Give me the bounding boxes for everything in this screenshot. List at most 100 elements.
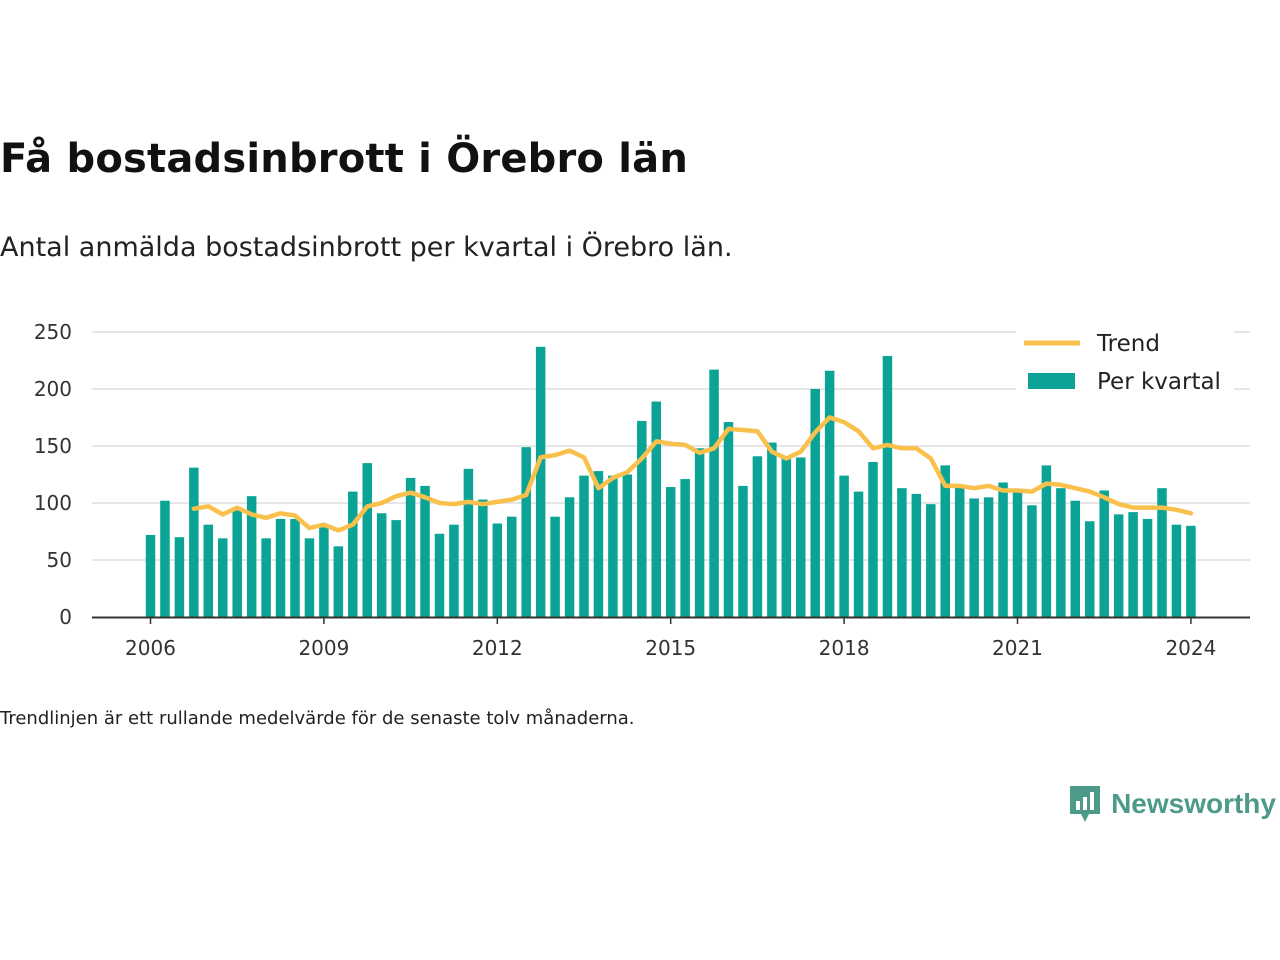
x-tick-label: 2024 — [1165, 636, 1216, 660]
brand-name: Newsworthy — [1111, 788, 1276, 819]
bar — [478, 499, 488, 617]
bar — [1128, 512, 1138, 617]
bar — [203, 524, 214, 617]
bar — [405, 477, 416, 617]
bar — [796, 457, 806, 617]
bar — [434, 533, 445, 617]
bar — [521, 447, 531, 617]
bar — [738, 485, 748, 617]
bar — [579, 475, 589, 617]
bar — [463, 468, 474, 617]
bar — [319, 525, 329, 617]
bar — [998, 482, 1008, 617]
bar — [897, 488, 907, 617]
bar — [391, 520, 401, 617]
bar — [507, 516, 517, 617]
bar — [550, 516, 560, 617]
bar — [839, 475, 849, 617]
bar — [911, 493, 922, 617]
y-tick-label: 200 — [34, 377, 72, 401]
bar — [709, 369, 719, 617]
bar-line-chart: 0 50 100 150 200 250 2006 2009 2012 2015 2018 2021… — [34, 320, 1250, 660]
bar — [218, 538, 228, 617]
bar — [1070, 500, 1081, 617]
bar — [376, 513, 387, 617]
newsworthy-logo-icon — [1070, 786, 1101, 822]
chart-legend: Trend Per kvartal — [1016, 330, 1234, 396]
bar — [449, 524, 459, 617]
chart-subtitle: Antal anmälda bostadsinbrott per kvartal… — [0, 232, 733, 263]
bar — [926, 504, 936, 617]
bar — [275, 518, 286, 617]
x-axis-ticks: 2006 2009 2012 2015 2018 2021 2024 — [125, 617, 1216, 660]
bar — [535, 346, 546, 617]
legend-trend-label: Trend — [1096, 331, 1160, 357]
chart-title: Få bostadsinbrott i Örebro län — [0, 136, 689, 182]
newsworthy-brand[interactable]: Newsworthy — [1067, 784, 1276, 824]
bar — [348, 491, 358, 617]
bar — [1113, 514, 1124, 617]
bar — [145, 534, 156, 617]
bar — [593, 471, 604, 617]
bar — [1056, 488, 1066, 617]
bar — [1186, 525, 1196, 617]
bar — [680, 479, 690, 617]
bar — [261, 538, 271, 617]
bar — [853, 491, 864, 617]
bar — [723, 422, 734, 617]
bar — [954, 485, 965, 617]
bar-series-per-kvartal — [145, 346, 1196, 617]
bar — [420, 485, 430, 617]
bar — [1142, 518, 1153, 617]
bar — [969, 498, 979, 617]
x-tick-label: 2012 — [472, 636, 523, 660]
bar — [333, 546, 344, 617]
bar — [622, 474, 633, 617]
bar — [1171, 524, 1182, 617]
bar — [246, 496, 257, 617]
x-tick-label: 2006 — [125, 636, 176, 660]
bar — [1085, 521, 1095, 617]
bar — [752, 456, 763, 617]
bar — [983, 497, 994, 617]
bar — [1099, 490, 1109, 617]
x-tick-label: 2015 — [645, 636, 696, 660]
y-tick-label: 150 — [34, 434, 72, 458]
y-tick-label: 250 — [34, 320, 72, 344]
y-tick-label: 100 — [34, 491, 72, 515]
bar — [882, 355, 893, 617]
bar — [1012, 491, 1023, 617]
bar — [637, 420, 647, 617]
bar — [189, 467, 199, 617]
bar — [304, 538, 315, 617]
bar — [868, 461, 878, 617]
bar — [1027, 505, 1037, 617]
bar — [564, 497, 575, 617]
bar — [767, 442, 777, 617]
bar — [665, 487, 676, 617]
bar — [1157, 488, 1167, 617]
line-series-trend — [191, 415, 1194, 533]
bar — [232, 508, 242, 617]
bar — [492, 523, 503, 617]
bar — [694, 448, 705, 617]
bar — [290, 518, 300, 617]
bar — [781, 457, 792, 617]
bar — [160, 500, 170, 617]
x-tick-label: 2009 — [298, 636, 349, 660]
bar — [1041, 465, 1052, 617]
y-tick-label: 50 — [47, 548, 72, 572]
legend-bar-label: Per kvartal — [1097, 369, 1221, 395]
x-tick-label: 2021 — [992, 636, 1043, 660]
trend-line — [191, 415, 1194, 533]
legend-bar-swatch — [1028, 373, 1075, 389]
bar — [940, 465, 950, 617]
x-tick-label: 2018 — [819, 636, 870, 660]
bar — [174, 537, 185, 617]
bar — [362, 463, 372, 617]
bar — [651, 401, 661, 617]
bar — [824, 370, 835, 617]
bar — [810, 389, 820, 617]
y-axis-ticks: 0 50 100 150 200 250 — [34, 320, 72, 629]
footnote: Trendlinjen är ett rullande medelvärde f… — [0, 708, 635, 729]
